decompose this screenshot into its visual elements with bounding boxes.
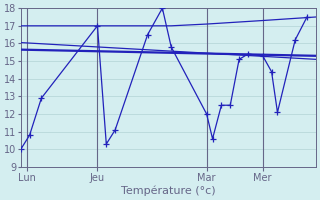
X-axis label: Température (°c): Température (°c) <box>121 185 216 196</box>
